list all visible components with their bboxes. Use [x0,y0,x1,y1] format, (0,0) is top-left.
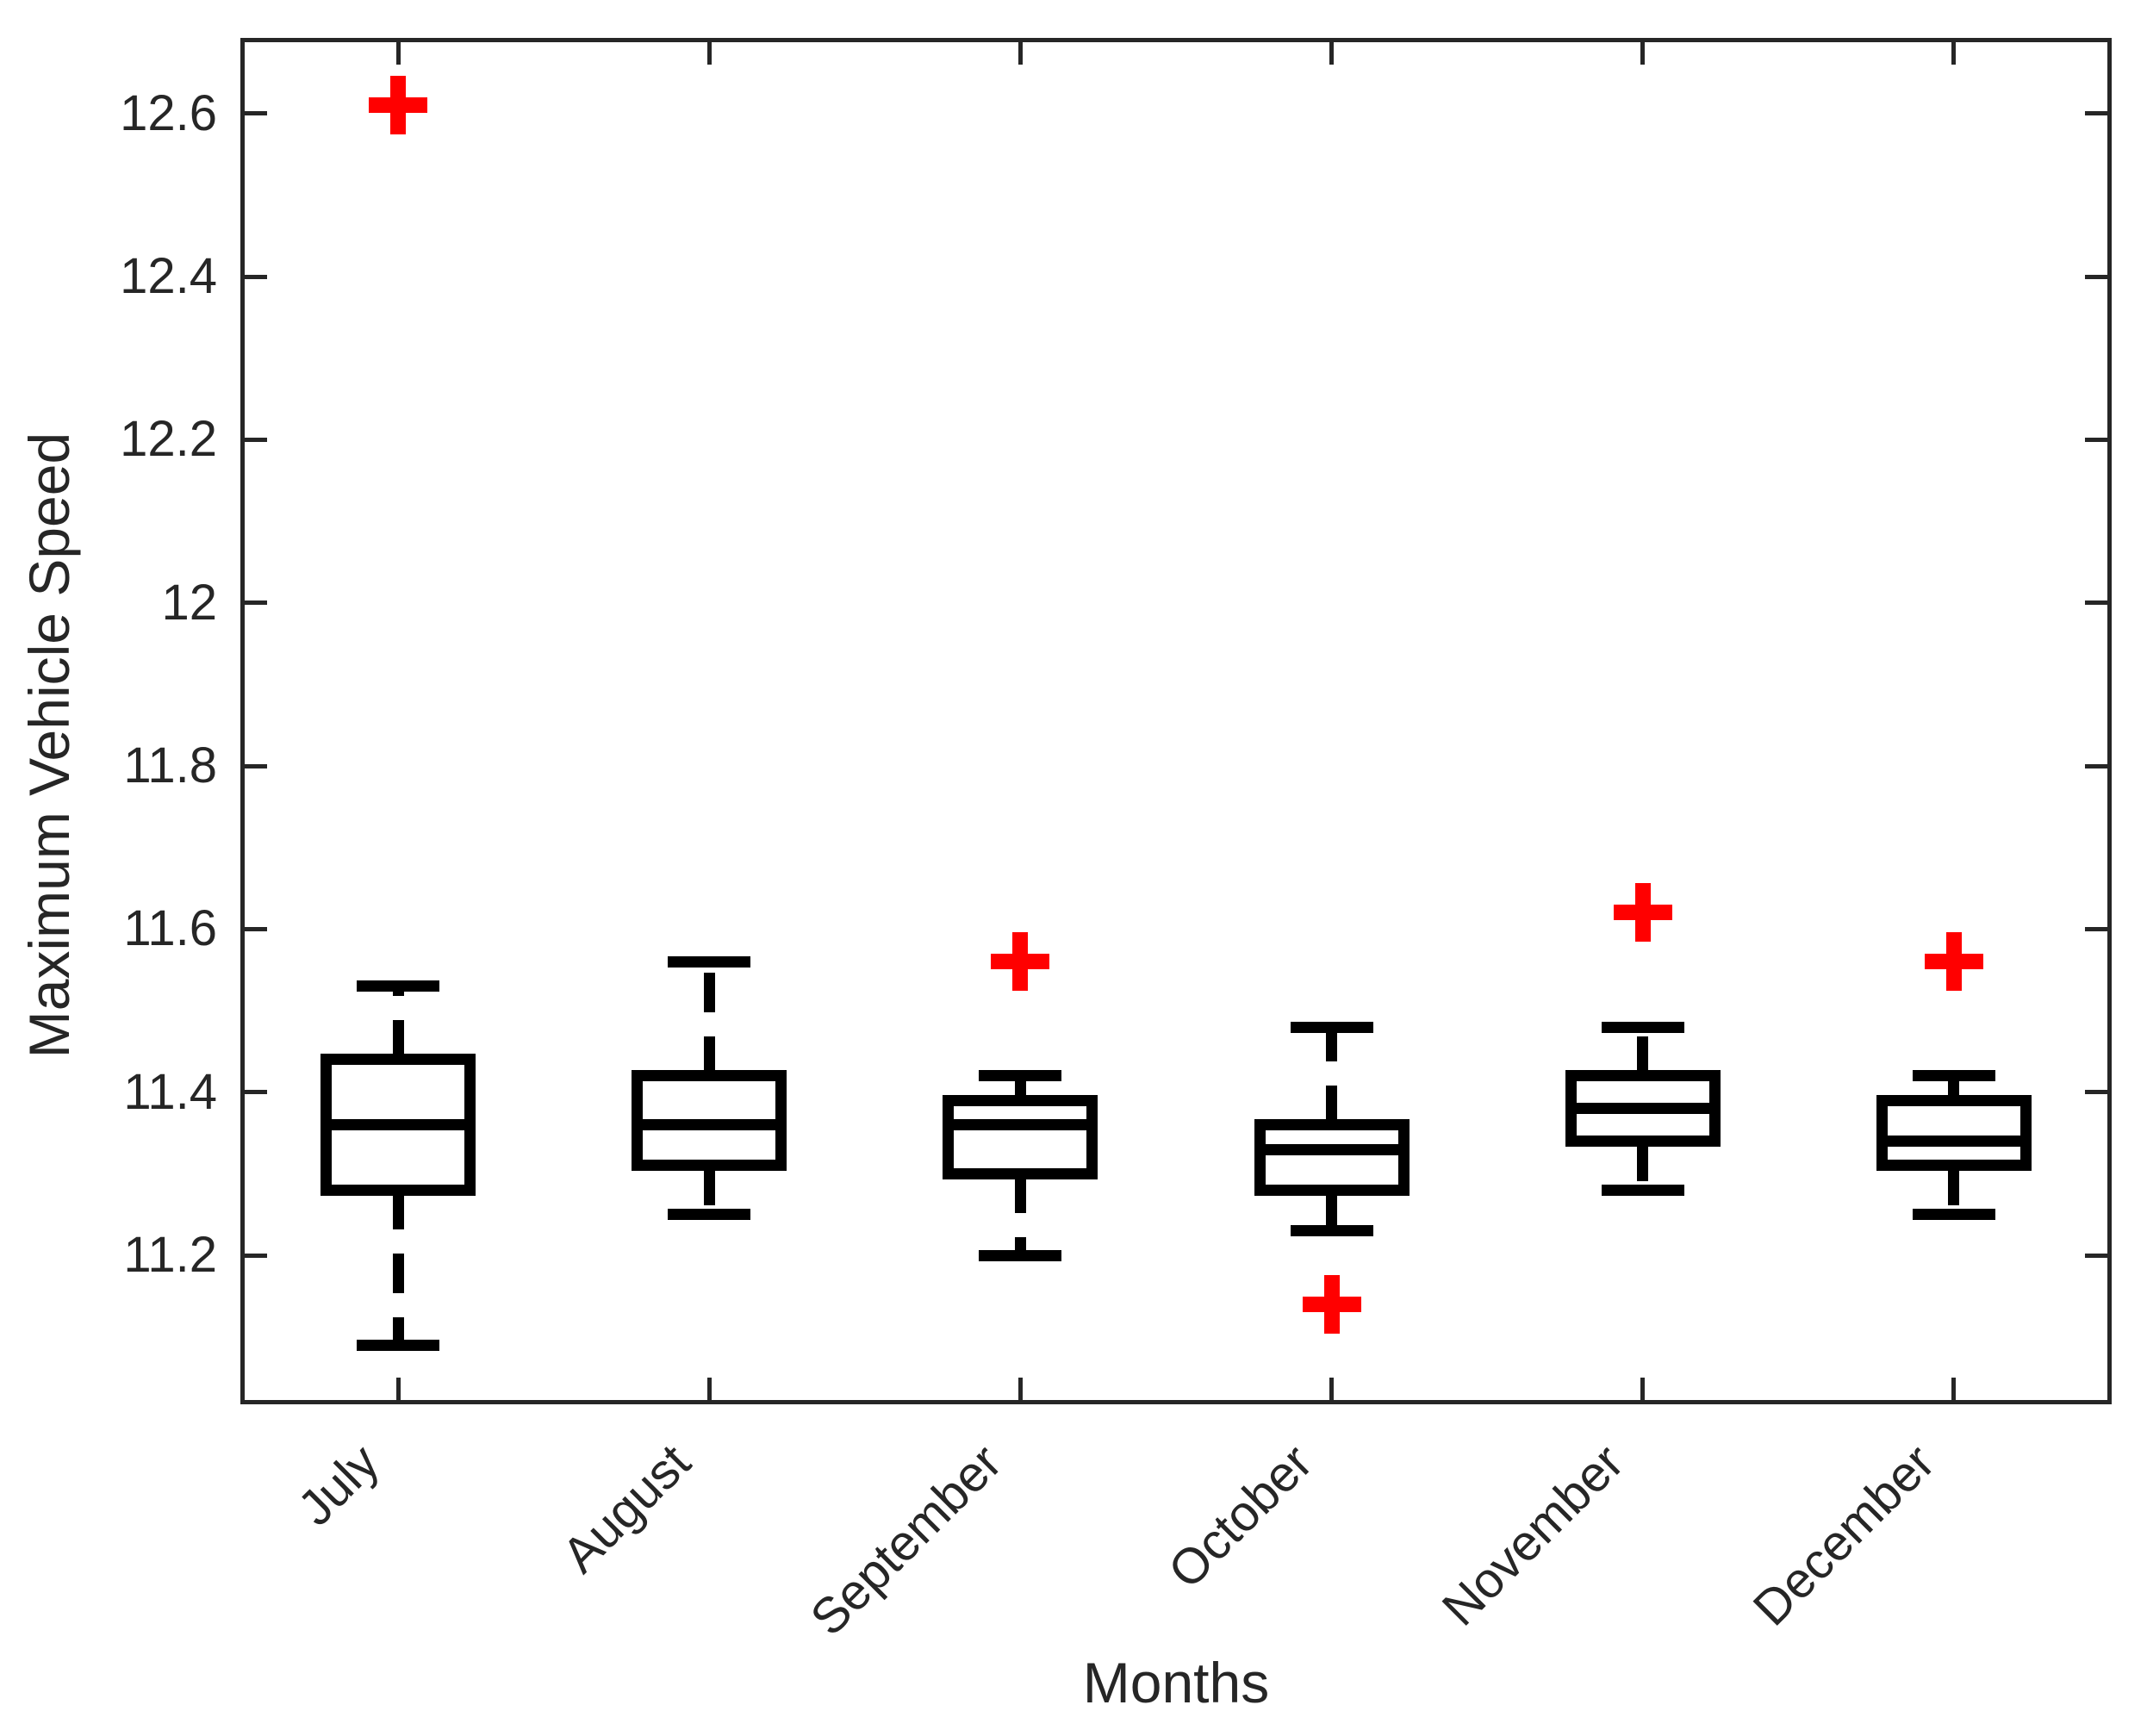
y-tick-label-11.4: 11.4 [123,1063,217,1120]
upper-whisker-cap-october [1290,1021,1373,1033]
lower-whisker-december [1948,1165,1960,1215]
lower-whisker-november [1637,1141,1649,1191]
outlier-marker-october-0 [1302,1274,1361,1334]
upper-whisker-cap-july [357,980,440,992]
lower-whisker-august [703,1165,715,1215]
y-tick-right-11.6 [2085,926,2107,931]
upper-whisker-september [1014,1075,1026,1101]
y-tick-right-12.6 [2085,111,2107,116]
x-tick-top-september [1017,42,1023,65]
x-tick-label-december: December [1743,1434,1946,1637]
median-november [1565,1103,1721,1115]
y-tick-left-11.8 [245,763,267,768]
box-november [1565,1070,1721,1148]
y-tick-left-11.6 [245,926,267,931]
x-tick-bottom-july [395,1378,401,1400]
x-tick-top-november [1640,42,1646,65]
plus-icon-vbar [390,76,407,135]
x-axis-label: Months [1082,1651,1270,1714]
y-tick-label-12.6: 12.6 [120,84,217,141]
lower-whisker-cap-september [979,1249,1062,1261]
y-tick-label-11.8: 11.8 [123,737,217,794]
lower-whisker-cap-december [1912,1209,1995,1221]
lower-whisker-cap-august [668,1209,751,1221]
y-tick-right-11.4 [2085,1090,2107,1095]
outlier-marker-july-0 [369,76,428,135]
y-tick-label-12.4: 12.4 [120,248,217,305]
y-tick-right-12.4 [2085,274,2107,279]
y-tick-right-11.8 [2085,763,2107,768]
lower-whisker-october [1326,1190,1338,1231]
y-tick-right-12.2 [2085,437,2107,442]
x-tick-top-december [1951,42,1957,65]
median-october [1254,1143,1410,1155]
upper-whisker-july [392,986,404,1060]
plus-icon-vbar [1945,932,1962,992]
median-september [943,1119,1098,1131]
upper-whisker-cap-september [979,1070,1062,1082]
y-tick-left-12.2 [245,437,267,442]
y-tick-label-12.2: 12.2 [120,411,217,468]
lower-whisker-july [392,1190,404,1346]
y-tick-left-11.2 [245,1253,267,1258]
x-tick-label-july: July [287,1434,390,1537]
x-tick-label-november: November [1431,1434,1635,1637]
x-tick-bottom-august [706,1378,712,1400]
lower-whisker-september [1014,1173,1026,1256]
outlier-marker-september-0 [991,932,1050,992]
upper-whisker-november [1637,1027,1649,1076]
x-tick-bottom-october [1329,1378,1335,1400]
box-december [1876,1094,2032,1172]
plus-icon-vbar [1323,1274,1340,1334]
y-tick-right-12 [2085,600,2107,606]
y-tick-left-12.6 [245,111,267,116]
plot-area [240,38,2112,1404]
x-tick-label-august: August [551,1434,701,1584]
x-tick-top-july [395,42,401,65]
outlier-marker-december-0 [1924,932,1983,992]
y-tick-left-12.4 [245,274,267,279]
lower-whisker-cap-october [1290,1225,1373,1237]
y-tick-left-12 [245,600,267,606]
upper-whisker-cap-november [1601,1021,1684,1033]
y-tick-label-11.6: 11.6 [123,900,217,957]
y-tick-left-11.4 [245,1090,267,1095]
y-tick-label-11.2: 11.2 [123,1227,217,1284]
outlier-marker-november-0 [1613,883,1672,943]
x-tick-bottom-december [1951,1378,1957,1400]
upper-whisker-august [703,961,715,1076]
x-tick-bottom-september [1017,1378,1023,1400]
upper-whisker-october [1326,1027,1338,1125]
upper-whisker-cap-august [668,955,751,968]
x-tick-top-october [1329,42,1335,65]
upper-whisker-december [1948,1075,1960,1101]
median-july [320,1119,476,1131]
lower-whisker-cap-november [1601,1184,1684,1196]
median-august [632,1119,787,1131]
plus-icon-vbar [1012,932,1029,992]
x-tick-label-october: October [1157,1434,1323,1600]
x-tick-label-september: September [800,1434,1012,1646]
upper-whisker-cap-december [1912,1070,1995,1082]
box-september [943,1094,1098,1179]
median-december [1876,1136,2032,1148]
y-tick-label-12: 12 [161,574,217,631]
plus-icon-vbar [1634,883,1651,943]
x-tick-bottom-november [1640,1378,1646,1400]
box-october [1254,1119,1410,1196]
y-tick-right-11.2 [2085,1253,2107,1258]
lower-whisker-cap-july [357,1339,440,1351]
x-tick-top-august [706,42,712,65]
